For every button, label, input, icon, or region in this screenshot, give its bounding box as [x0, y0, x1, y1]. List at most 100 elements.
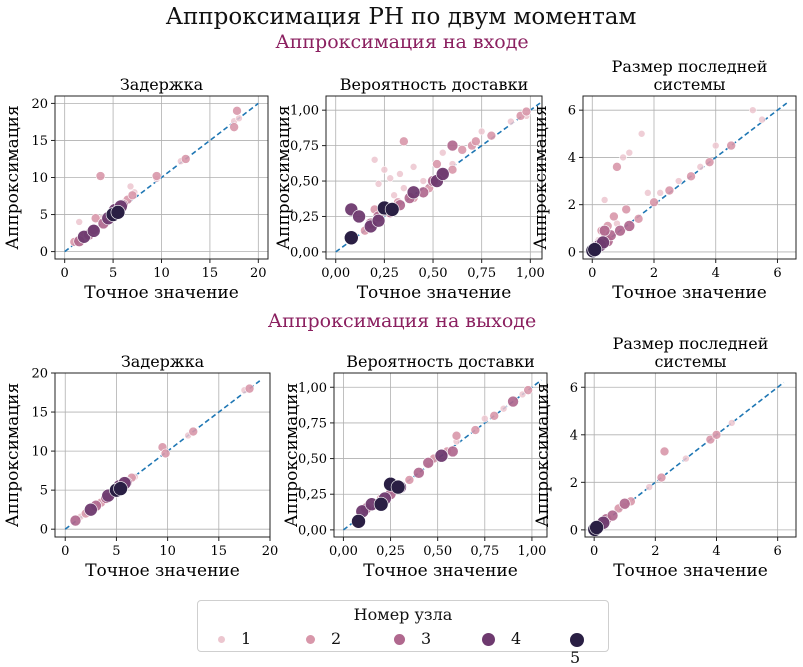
point-node-2 — [664, 185, 675, 196]
x-tick-label: 0,25 — [370, 266, 399, 281]
point-node-1 — [645, 483, 654, 491]
point-node-2 — [95, 171, 106, 181]
point-node-2 — [621, 204, 632, 215]
point-node-4 — [86, 224, 101, 238]
y-tick-label: 0,75 — [298, 416, 327, 431]
point-node-1 — [619, 153, 627, 162]
point-node-2 — [180, 154, 191, 164]
point-node-1 — [409, 163, 418, 171]
y-tick-label: 1,00 — [290, 104, 319, 119]
x-tick-label: 0 — [590, 544, 598, 559]
legend-label: 4 — [511, 629, 522, 648]
point-node-1 — [374, 180, 383, 188]
panel-title: системы — [654, 352, 726, 371]
point-node-1 — [758, 115, 766, 124]
point-node-5 — [110, 205, 126, 220]
x-tick-label: 0,50 — [419, 266, 448, 281]
x-tick-label: 0 — [61, 266, 69, 281]
x-axis-label: Точное значение — [85, 561, 240, 581]
x-tick-label: 6 — [774, 544, 782, 559]
x-axis-label: Точное значение — [357, 283, 512, 303]
x-tick-label: 0,25 — [376, 544, 405, 559]
y-tick-label: 4 — [570, 428, 578, 443]
y-tick-label: 5 — [40, 484, 48, 499]
x-axis-label: Точное значение — [84, 283, 239, 303]
legend-item-4: 4 — [482, 629, 521, 648]
x-tick-label: 20 — [250, 266, 267, 281]
y-axis-label: Аппроксимация — [3, 105, 23, 249]
point-node-1 — [390, 191, 398, 200]
x-tick-label: 5 — [112, 544, 120, 559]
legend-marker — [570, 632, 584, 647]
x-tick-label: 6 — [773, 266, 781, 281]
point-node-2 — [659, 446, 670, 457]
point-node-2 — [244, 383, 255, 394]
x-axis-label: Точное значение — [612, 283, 767, 303]
point-node-2 — [486, 130, 497, 141]
point-node-2 — [633, 214, 644, 224]
point-node-1 — [477, 127, 486, 136]
point-node-3 — [614, 224, 626, 237]
point-node-2 — [399, 136, 409, 147]
y-tick-label: 0,00 — [298, 523, 327, 538]
figure: Аппроксимация PH по двум моментам Аппрок… — [3, 4, 797, 581]
point-node-1 — [507, 117, 515, 126]
x-tick-label: 15 — [211, 544, 228, 559]
point-node-2 — [489, 410, 500, 421]
point-node-2 — [451, 430, 462, 441]
legend-marker — [218, 636, 225, 643]
point-node-4 — [406, 185, 421, 200]
panel-title: Вероятность доставки — [346, 352, 534, 371]
panel-3: 0 2 4 6 0 2 4 6 Точное значение Аппроксимация Разм… — [531, 57, 797, 303]
point-node-5 — [589, 520, 604, 535]
point-node-1 — [674, 177, 683, 185]
legend-label: 1 — [241, 629, 252, 648]
y-tick-label: 20 — [31, 367, 48, 382]
section-output-title: Аппроксимация на выходе — [268, 310, 536, 332]
point-node-2 — [127, 190, 138, 201]
x-tick-label: 1,00 — [517, 544, 546, 559]
point-node-2 — [457, 145, 468, 155]
legend-marker — [394, 634, 405, 645]
legend-label: 2 — [331, 629, 342, 648]
point-node-1 — [644, 189, 652, 197]
y-tick-label: 1,00 — [298, 381, 327, 396]
point-node-2 — [188, 426, 199, 437]
y-axis-label: Аппроксимация — [282, 383, 302, 527]
legend-item-2: 2 — [306, 629, 341, 648]
point-node-2 — [726, 140, 736, 151]
point-node-2 — [432, 159, 442, 169]
point-node-1 — [370, 155, 379, 164]
legend-item-1: 1 — [218, 629, 251, 648]
point-node-1 — [711, 141, 720, 150]
y-tick-label: 10 — [31, 445, 48, 460]
point-node-2 — [90, 213, 101, 224]
point-node-1 — [126, 182, 135, 191]
y-tick-label: 6 — [570, 381, 578, 396]
point-node-3 — [446, 445, 459, 458]
point-node-2 — [609, 211, 619, 222]
point-node-1 — [235, 114, 243, 123]
axes-frame — [584, 372, 797, 538]
point-node-3 — [413, 467, 425, 479]
x-tick-label: 4 — [712, 266, 720, 281]
point-node-5 — [343, 230, 359, 246]
point-node-2 — [151, 171, 162, 181]
y-tick-label: 15 — [31, 406, 48, 421]
x-axis-label: Точное значение — [613, 561, 768, 581]
panel-5: 0,00 0,25 0,50 0,75 1,00 0,00 0,25 0,50 0,75 1,00… — [282, 352, 548, 581]
x-tick-label: 5 — [109, 266, 117, 281]
legend-item-3: 3 — [394, 629, 431, 648]
legend-item-5: 5 — [570, 629, 608, 667]
y-tick-label: 2 — [570, 476, 578, 491]
point-node-2 — [229, 122, 239, 132]
point-node-3 — [606, 509, 619, 522]
point-node-5 — [351, 514, 366, 529]
point-node-1 — [682, 454, 690, 463]
legend-marker — [482, 633, 495, 646]
point-node-1 — [656, 189, 664, 197]
panel-title: Размер последней — [613, 334, 769, 353]
y-tick-label: 0,50 — [290, 175, 319, 190]
point-node-2 — [470, 425, 481, 435]
point-node-5 — [384, 202, 400, 217]
